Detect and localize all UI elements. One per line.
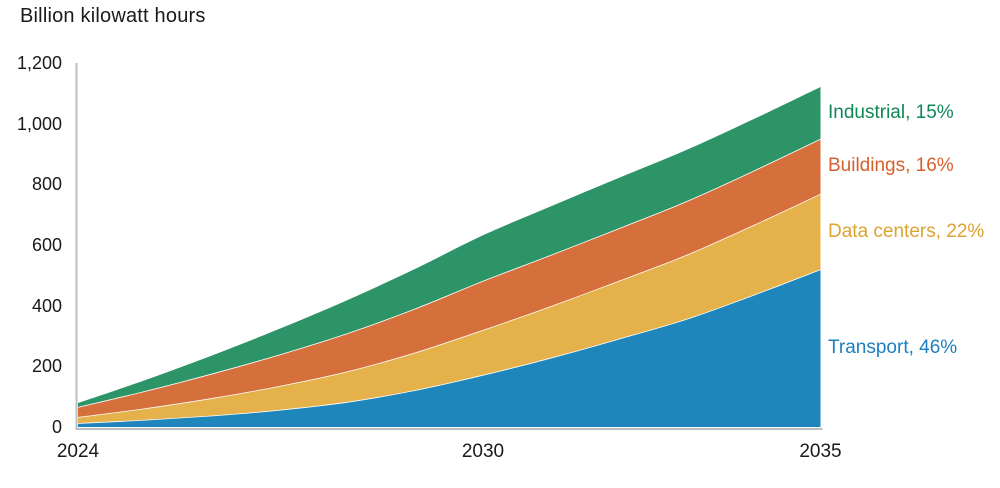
area-transport [78, 269, 821, 427]
y-tick-label: 1,000 [16, 113, 62, 134]
legend-label-buildings: Buildings, 16% [828, 155, 954, 176]
y-tick-label: 1,200 [16, 53, 62, 73]
y-tick-label: 0 [51, 417, 62, 437]
x-tick-label: 2035 [799, 441, 842, 462]
legend-label-transport: Transport, 46% [828, 337, 958, 358]
area-data-centers [78, 193, 821, 424]
y-tick-label: 400 [31, 295, 62, 316]
legend-label-data-centers: Data centers, 22% [828, 221, 985, 242]
legend-label-industrial: Industrial, 15% [828, 102, 954, 123]
y-tick-label: 600 [31, 235, 62, 255]
y-tick-label: 800 [31, 174, 62, 195]
x-tick-label: 2024 [56, 441, 100, 462]
x-tick-label: 2030 [461, 441, 505, 462]
y-tick-label: 200 [31, 356, 62, 377]
chart-title: Billion kilowatt hours [20, 5, 206, 27]
